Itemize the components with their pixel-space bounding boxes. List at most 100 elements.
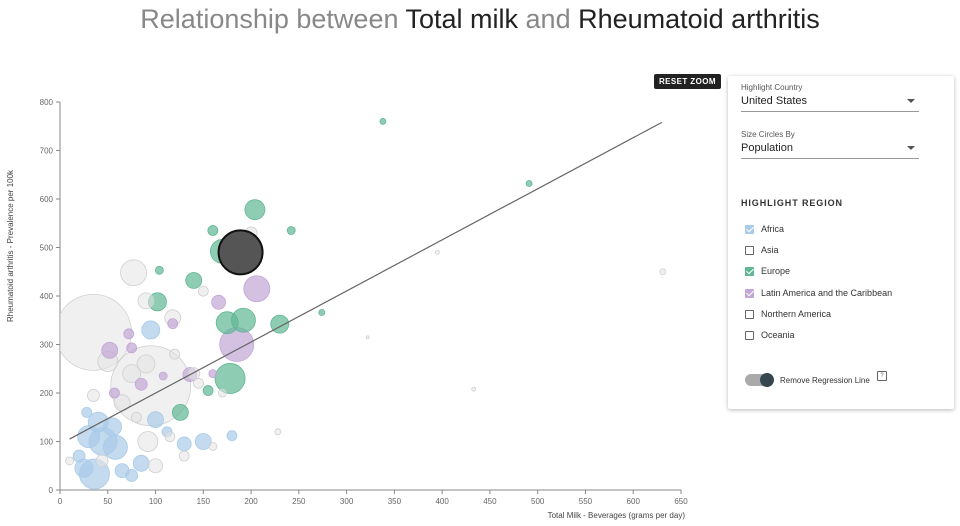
- data-point[interactable]: [125, 469, 139, 482]
- highlight-country-label: Highlight Country: [741, 83, 803, 92]
- data-point[interactable]: [659, 268, 667, 276]
- y-tick-label: 800: [40, 98, 54, 107]
- data-point[interactable]: [101, 341, 119, 359]
- x-tick-label: 200: [244, 497, 258, 506]
- data-point[interactable]: [132, 454, 150, 472]
- data-point[interactable]: [134, 377, 148, 391]
- data-point[interactable]: [185, 272, 203, 289]
- region-oceania[interactable]: Oceania: [745, 330, 795, 340]
- data-point[interactable]: [243, 275, 271, 303]
- region-northern-america[interactable]: Northern America: [745, 309, 831, 319]
- highlight-country-select[interactable]: Highlight Country United States: [741, 83, 919, 112]
- title-prefix: Relationship between: [140, 4, 406, 34]
- y-tick-label: 100: [40, 438, 54, 447]
- region-checkbox[interactable]: [745, 224, 754, 234]
- data-point[interactable]: [109, 387, 120, 399]
- data-point[interactable]: [379, 118, 387, 125]
- data-point[interactable]: [215, 311, 239, 335]
- data-point[interactable]: [120, 259, 147, 287]
- region-asia[interactable]: Asia: [745, 245, 779, 255]
- region-label: Europe: [761, 266, 791, 276]
- highlighted-point[interactable]: [217, 229, 264, 276]
- data-point[interactable]: [137, 431, 159, 452]
- region-checkbox[interactable]: [745, 309, 754, 319]
- data-point[interactable]: [318, 309, 326, 316]
- data-point[interactable]: [365, 335, 370, 340]
- y-tick-label: 300: [40, 341, 54, 350]
- data-point[interactable]: [286, 226, 296, 235]
- data-point[interactable]: [148, 458, 163, 474]
- region-europe[interactable]: Europe: [745, 266, 790, 276]
- title-mid: and: [518, 4, 579, 34]
- data-point[interactable]: [171, 403, 189, 421]
- data-point[interactable]: [226, 430, 238, 442]
- data-point[interactable]: [158, 371, 168, 381]
- data-point[interactable]: [122, 364, 142, 384]
- data-point[interactable]: [274, 428, 282, 436]
- region-checkbox[interactable]: [745, 245, 754, 255]
- data-point[interactable]: [65, 456, 74, 466]
- region-checkbox[interactable]: [745, 288, 754, 298]
- data-point[interactable]: [147, 411, 164, 429]
- x-tick-label: 450: [483, 497, 497, 506]
- data-point[interactable]: [81, 406, 93, 418]
- scatter-chart[interactable]: 0 100 200 300 400 500 600 700 800 0 50 100 150 200 250…: [0, 70, 700, 526]
- size-by-select[interactable]: Size Circles By Population: [741, 130, 919, 159]
- x-tick-label: 300: [340, 497, 354, 506]
- data-point[interactable]: [103, 417, 122, 437]
- y-tick-label: 400: [40, 292, 54, 301]
- data-point[interactable]: [202, 385, 214, 396]
- region-checkbox[interactable]: [745, 266, 754, 276]
- data-point[interactable]: [193, 377, 204, 389]
- data-point[interactable]: [211, 294, 226, 310]
- y-tick-label: 700: [40, 147, 54, 156]
- data-point[interactable]: [131, 411, 142, 423]
- data-point[interactable]: [244, 199, 266, 221]
- data-point[interactable]: [126, 342, 138, 354]
- data-point[interactable]: [167, 318, 179, 330]
- data-point[interactable]: [434, 249, 440, 255]
- help-icon[interactable]: ?: [877, 371, 887, 381]
- data-point[interactable]: [187, 367, 201, 381]
- x-tick-label: 250: [292, 497, 306, 506]
- data-point[interactable]: [164, 431, 176, 443]
- x-tick-label: 550: [579, 497, 593, 506]
- data-point[interactable]: [136, 354, 156, 374]
- data-point[interactable]: [208, 369, 218, 379]
- data-point[interactable]: [218, 388, 227, 398]
- region-label: Northern America: [761, 309, 832, 319]
- region-africa[interactable]: Africa: [745, 224, 784, 234]
- data-point[interactable]: [176, 436, 192, 452]
- regression-toggle[interactable]: [745, 373, 774, 387]
- data-point[interactable]: [154, 265, 164, 275]
- highlight-country-value: United States: [741, 95, 808, 107]
- data-point[interactable]: [103, 434, 128, 460]
- data-point[interactable]: [197, 285, 209, 297]
- data-point[interactable]: [72, 449, 86, 463]
- data-point[interactable]: [141, 320, 161, 340]
- region-label: Latin America and the Caribbean: [761, 288, 893, 298]
- data-point[interactable]: [214, 363, 246, 394]
- x-tick-label: 150: [197, 497, 211, 506]
- data-point[interactable]: [169, 348, 181, 360]
- region-label: Asia: [761, 245, 779, 255]
- data-point[interactable]: [194, 433, 212, 450]
- y-tick-label: 500: [40, 244, 54, 253]
- data-point[interactable]: [55, 293, 132, 371]
- region-latin-america-and-the-caribbean[interactable]: Latin America and the Caribbean: [745, 288, 892, 298]
- x-tick-label: 0: [58, 497, 63, 506]
- data-point[interactable]: [208, 441, 218, 451]
- region-label: Oceania: [761, 330, 795, 340]
- region-checkbox[interactable]: [745, 330, 754, 340]
- data-point[interactable]: [87, 389, 100, 402]
- regression-toggle-label: Remove Regression Line: [780, 376, 870, 385]
- data-point[interactable]: [207, 225, 219, 236]
- data-point[interactable]: [137, 292, 155, 310]
- data-point[interactable]: [525, 180, 533, 187]
- x-tick-label: 350: [388, 497, 402, 506]
- reset-zoom-button[interactable]: RESET ZOOM: [654, 74, 721, 89]
- data-point[interactable]: [178, 450, 190, 462]
- data-point[interactable]: [95, 454, 109, 468]
- data-point[interactable]: [471, 386, 477, 392]
- data-point[interactable]: [123, 328, 135, 340]
